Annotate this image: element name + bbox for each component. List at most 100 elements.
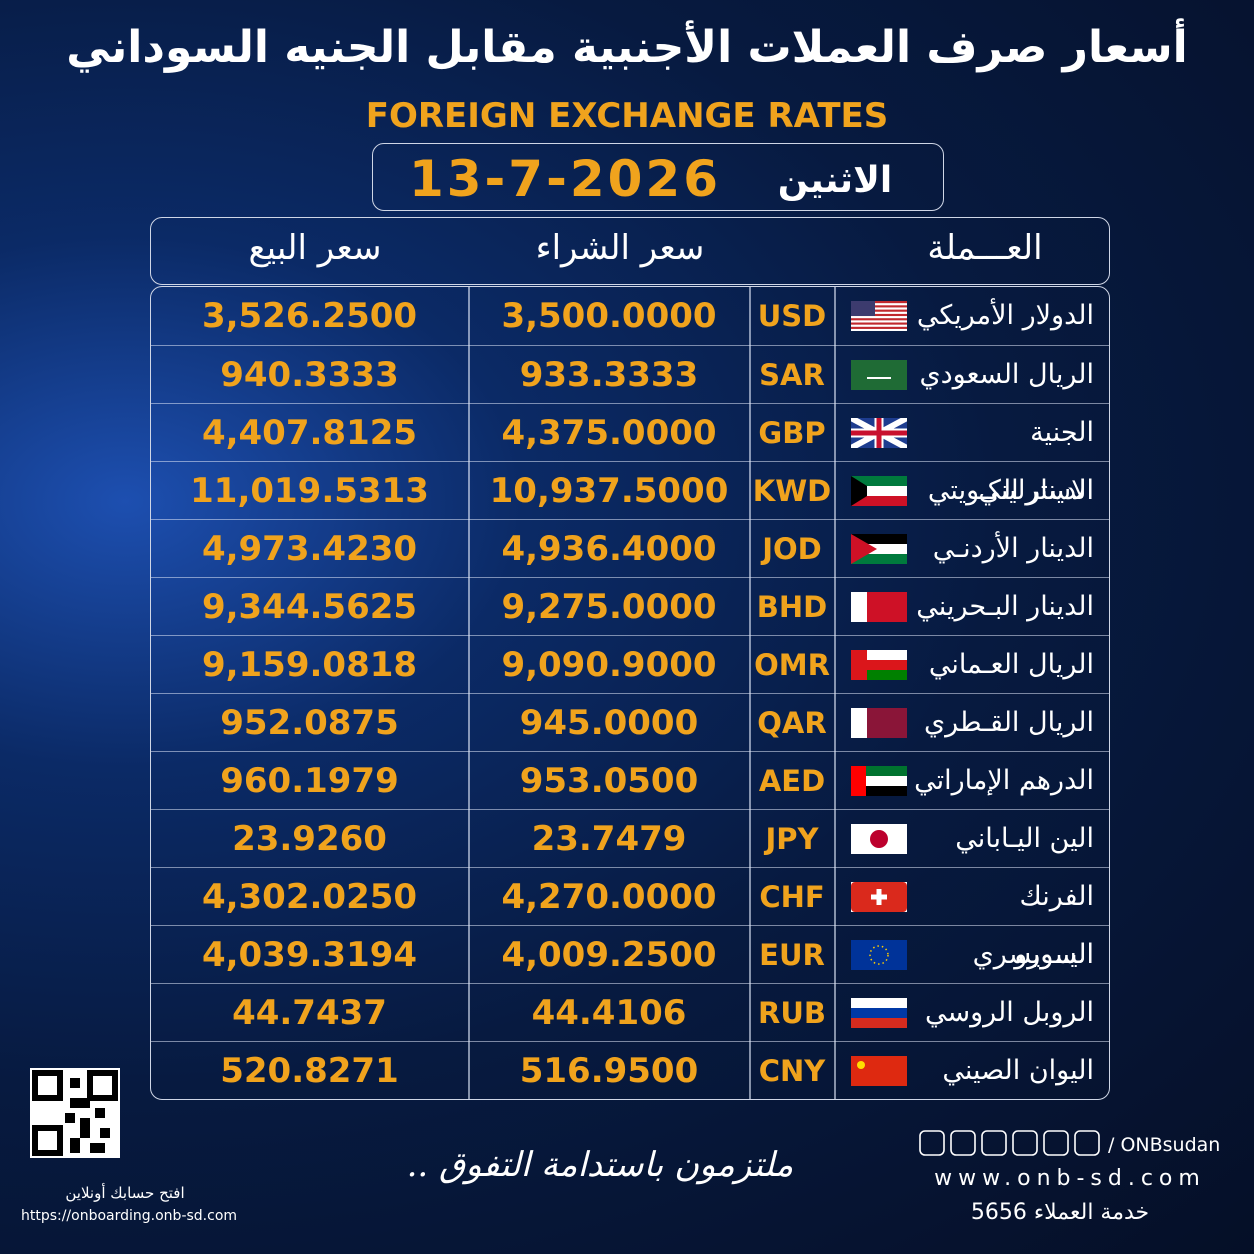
buy-rate: 44.4106 [531, 993, 687, 1033]
flag-part [867, 377, 891, 379]
flag-part [851, 534, 907, 544]
currency-code: JOD [762, 532, 822, 566]
flag [851, 1056, 907, 1086]
buy-rate: 23.7479 [531, 819, 687, 859]
flag-part [851, 301, 907, 304]
column-header: سعر الشراء [535, 228, 705, 268]
table-row: 520.8271 516.9500 CNY اليوان الصيني [151, 1041, 1109, 1099]
flag-part [851, 476, 867, 506]
currency-code: EUR [759, 938, 825, 972]
sell-rate: 44.7437 [232, 993, 387, 1033]
flag [851, 940, 907, 970]
qr-caption: افتح حسابك أونلاين [65, 1184, 185, 1202]
table-row: 4,407.8125 4,375.0000 GBP الجنية الاسترليني [151, 403, 1109, 506]
date-box [372, 143, 944, 211]
website: www.onb-sd.com [934, 1166, 1206, 1191]
flag-part [851, 786, 907, 796]
qr-url: https://onboarding.onb-sd.com [20, 1208, 238, 1224]
flag-part [851, 309, 907, 312]
currency-code: CHF [759, 880, 825, 914]
sell-rate: 9,159.0818 [201, 645, 418, 685]
flag-part [851, 670, 907, 680]
sell-rate: 23.9260 [232, 819, 387, 859]
sell-rate: 11,019.5313 [190, 471, 429, 511]
flag [851, 360, 907, 390]
column-header: سعر البيع [248, 228, 382, 268]
currency-code: JPY [765, 822, 819, 856]
currency-name: الدرهم الإماراتي [914, 765, 1094, 796]
flag [851, 882, 907, 912]
currency-code: GBP [758, 416, 826, 450]
sell-rate: 9,344.5625 [201, 587, 418, 627]
title: أسعار صرف العملات الأجنبية مقابل الجنيه … [66, 22, 1188, 73]
flag [851, 476, 907, 506]
buy-rate: 9,090.9000 [501, 645, 717, 685]
currency-code: USD [757, 299, 827, 333]
flag-part [851, 496, 907, 506]
qr-code [30, 1068, 120, 1158]
buy-rate: 9,275.0000 [501, 587, 717, 627]
buy-rate: 4,375.0000 [501, 413, 717, 453]
buy-rate: 933.3333 [519, 355, 699, 395]
flag-part [851, 1008, 907, 1018]
flag [851, 301, 907, 331]
currency-name: الريال القـطري [923, 707, 1094, 738]
flag [851, 824, 907, 854]
table-row: 4,302.0250 4,270.0000 CHF الفرنك السويسري [151, 867, 1109, 970]
buy-rate: 4,009.2500 [501, 935, 717, 975]
currency-name: اليــورو [1014, 939, 1094, 970]
table-row: 44.7437 44.4106 RUB الروبل الروسي [151, 983, 1109, 1042]
flag [851, 534, 907, 564]
currency-name: الدينار الكـويتي [927, 475, 1094, 506]
table-row: 11,019.5313 10,937.5000 KWD الدينار الكـويت… [151, 461, 1109, 520]
currency-name: الروبل الروسي [924, 997, 1094, 1028]
buy-rate: 4,270.0000 [501, 877, 717, 917]
flag-part [851, 318, 907, 321]
rates-table: 3,526.2500 3,500.0000 USD الدولار الأمريكي 9… [150, 286, 1110, 1100]
flag [851, 592, 907, 622]
currency-name: الريال السعودي [919, 359, 1094, 390]
flag-part [851, 326, 907, 329]
table-row: 4,973.4230 4,936.4000 JOD الدينار الأردنـي [151, 519, 1109, 578]
currency-code: AED [758, 764, 826, 798]
flag-part [851, 322, 907, 325]
day: الاثنين [777, 160, 893, 201]
social-icons [919, 1130, 1100, 1156]
sell-rate: 952.0875 [220, 703, 399, 743]
buy-rate: 4,936.4000 [501, 529, 717, 569]
flag-part [851, 534, 877, 564]
date: 13-7-2026 [408, 150, 722, 208]
flag-part [851, 660, 907, 670]
flag-part [869, 945, 889, 965]
sell-rate: 4,039.3194 [201, 935, 418, 975]
sell-rate: 940.3333 [220, 355, 399, 395]
flag-part [851, 476, 907, 486]
flag-part [851, 766, 907, 776]
currency-code: RUB [758, 996, 826, 1030]
currency-name: الدولار الأمريكي [916, 300, 1094, 331]
table-row: 9,159.0818 9,090.9000 OMR الريال العـماني [151, 635, 1109, 694]
currency-code: BHD [756, 590, 828, 624]
table-row: 9,344.5625 9,275.0000 BHD الدينار البـحريني [151, 577, 1109, 636]
flag-part [851, 554, 907, 564]
flag-part [870, 830, 888, 848]
table-row: 23.9260 23.7479 JPY الين اليـاباني [151, 809, 1109, 868]
table-row: 4,039.3194 4,009.2500 EUR اليــورو [151, 925, 1109, 984]
sell-rate: 3,526.2500 [201, 296, 418, 336]
currency-code: CNY [758, 1054, 826, 1088]
currency-code: SAR [759, 358, 825, 392]
flag [851, 998, 907, 1028]
flag-part [867, 592, 907, 622]
flag-part [851, 360, 907, 390]
flag [851, 418, 907, 448]
currency-code: OMR [754, 648, 830, 682]
flag [851, 650, 907, 680]
currency-code: QAR [757, 706, 827, 740]
buy-rate: 10,937.5000 [489, 471, 729, 511]
flag [851, 766, 907, 796]
flag [851, 708, 907, 738]
sell-rate: 960.1979 [220, 761, 399, 801]
flag-part [851, 1018, 907, 1028]
buy-rate: 3,500.0000 [501, 296, 717, 336]
